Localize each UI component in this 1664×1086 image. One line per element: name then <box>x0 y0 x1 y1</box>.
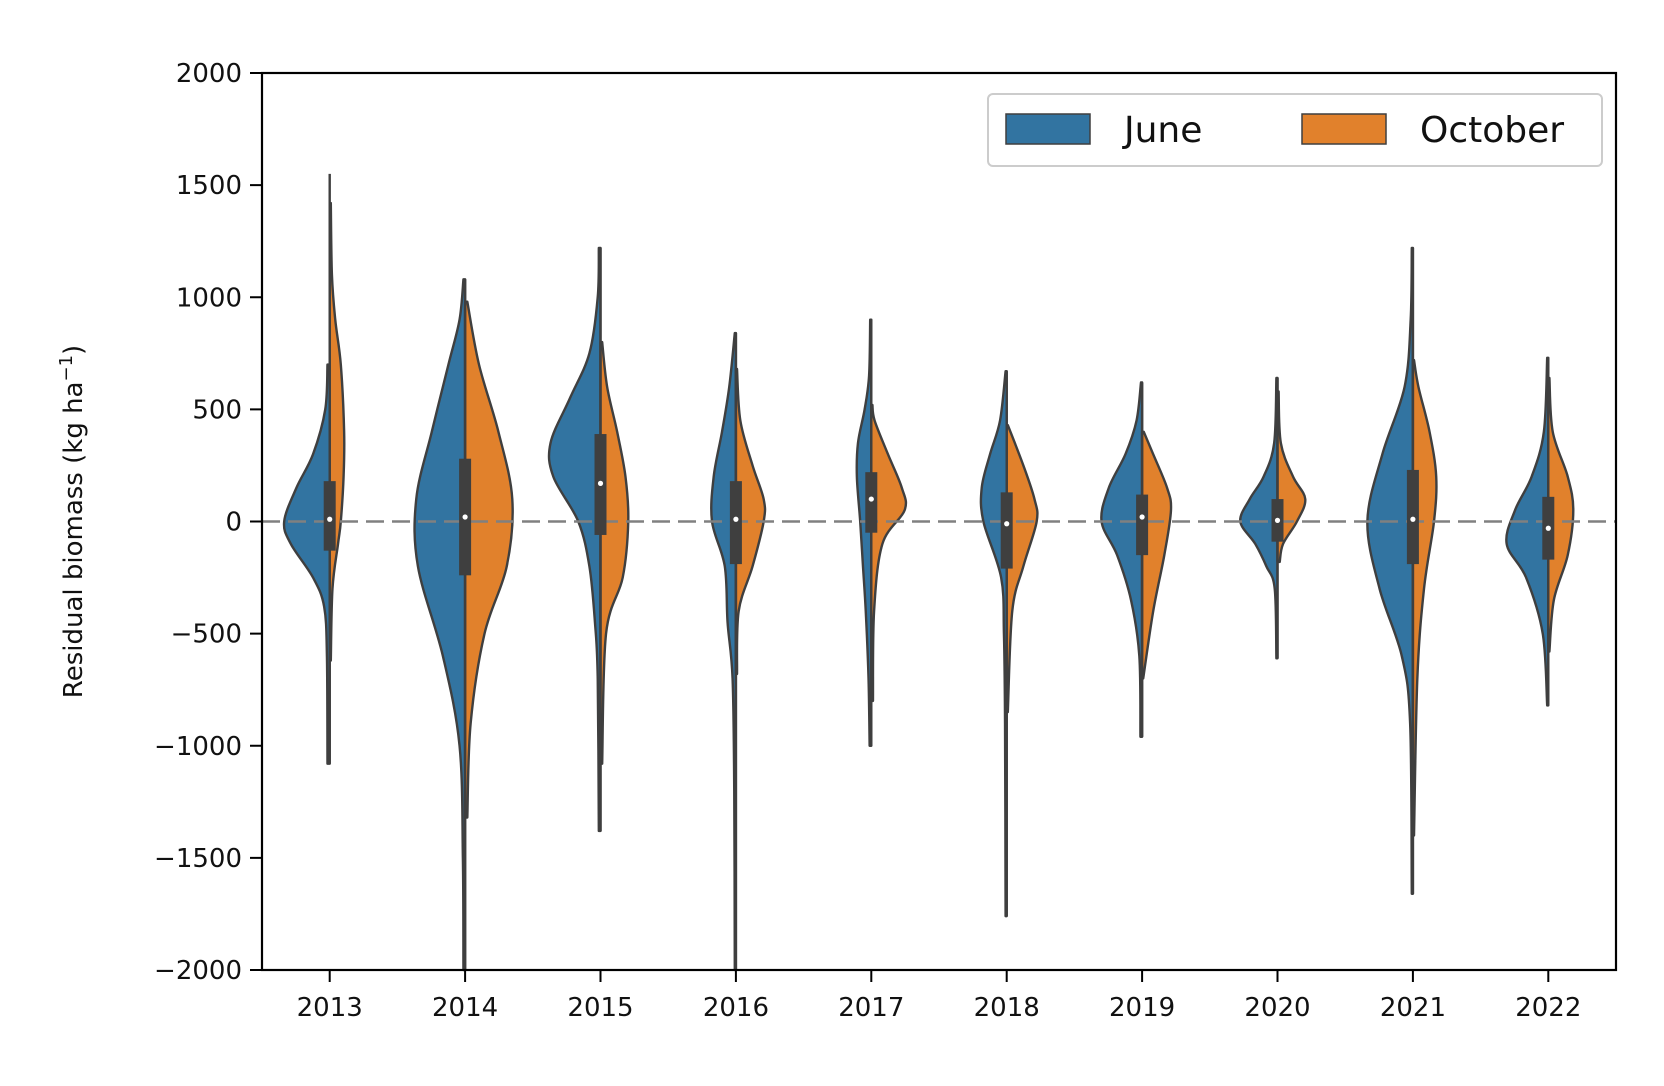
x-tick-label-5: 2018 <box>974 993 1040 1023</box>
violin-october-2017 <box>870 403 908 703</box>
y-tick-label-5: −500 <box>171 620 242 650</box>
median-point-2014 <box>462 514 468 520</box>
median-point-2018 <box>1004 521 1010 527</box>
violin-october-2015 <box>599 340 630 765</box>
y-tick-label-4: 0 <box>225 508 242 538</box>
violin-october-2021 <box>1411 358 1438 837</box>
violin-october-2016 <box>734 367 767 676</box>
median-point-2020 <box>1274 517 1281 523</box>
y-tick-label-1: 1500 <box>176 171 242 201</box>
y-axis: 2000 1500 1000 500 0 −500 −1000 −1500 −2000 <box>154 59 262 986</box>
y-tick-label-3: 500 <box>192 395 242 425</box>
violin-june-2016 <box>710 331 738 972</box>
iqr-box-2017 <box>865 472 878 533</box>
violin-october-2018 <box>1005 423 1039 714</box>
y-axis-label-text: Residual biomass (kg ha <box>59 382 89 699</box>
violin-june-2019 <box>1100 381 1144 738</box>
x-tick-label-2: 2015 <box>567 993 633 1023</box>
violin-october-2013 <box>328 201 346 662</box>
x-tick-label-9: 2022 <box>1515 993 1581 1023</box>
y-axis-label-exponent: −1 <box>56 355 77 382</box>
violin-june-2017 <box>855 318 873 747</box>
iqr-box-2016 <box>729 481 742 565</box>
iqr-box-2018 <box>1000 492 1013 569</box>
violin-june-2013 <box>282 363 331 765</box>
x-tick-label-4: 2017 <box>838 993 904 1023</box>
x-tick-label-0: 2013 <box>297 993 363 1023</box>
legend-swatch-june <box>1005 113 1091 145</box>
violin-june-2015 <box>547 246 602 833</box>
y-axis-label: Residual biomass (kg ha−1) <box>56 345 89 698</box>
y-axis-label-closing: ) <box>59 345 89 355</box>
y-tick-label-8: −2000 <box>154 956 242 986</box>
violin-june-2018 <box>979 370 1008 918</box>
y-tick-label-2: 1000 <box>176 283 242 313</box>
legend: June October <box>987 93 1603 167</box>
median-point-2016 <box>733 516 739 522</box>
median-point-2022 <box>1545 525 1551 531</box>
legend-swatch-october <box>1301 113 1387 145</box>
x-tick-label-3: 2016 <box>703 993 769 1023</box>
median-point-2015 <box>597 480 604 486</box>
violin-october-2022 <box>1547 376 1575 653</box>
violin-june-2021 <box>1366 246 1415 895</box>
iqr-box-2019 <box>1136 494 1149 556</box>
median-point-2017 <box>868 496 874 502</box>
x-axis: 2013 2014 2015 2016 2017 2018 2019 2020 2021 2022 <box>297 970 1581 1023</box>
violin-june-2022 <box>1505 356 1550 707</box>
violin-layer <box>282 201 1575 972</box>
iqr-box-2013 <box>323 481 336 551</box>
violin-october-2014 <box>463 300 514 819</box>
box-layer <box>323 173 1555 970</box>
y-tick-label-0: 2000 <box>176 59 242 89</box>
violin-october-2020 <box>1276 390 1307 564</box>
x-tick-label-7: 2020 <box>1244 993 1310 1023</box>
violin-october-2019 <box>1140 430 1173 680</box>
x-tick-label-1: 2014 <box>432 993 498 1023</box>
x-tick-label-8: 2021 <box>1380 993 1446 1023</box>
y-tick-label-7: −1500 <box>154 844 242 874</box>
legend-frame <box>987 93 1603 167</box>
median-point-2013 <box>327 516 333 522</box>
median-point-2021 <box>1410 516 1416 522</box>
x-tick-label-6: 2019 <box>1109 993 1175 1023</box>
y-tick-label-6: −1000 <box>154 732 242 762</box>
legend-label-june: June <box>1122 110 1202 151</box>
legend-label-october: October <box>1420 110 1564 151</box>
violin-june-2014 <box>413 278 467 972</box>
median-point-2019 <box>1139 514 1145 520</box>
